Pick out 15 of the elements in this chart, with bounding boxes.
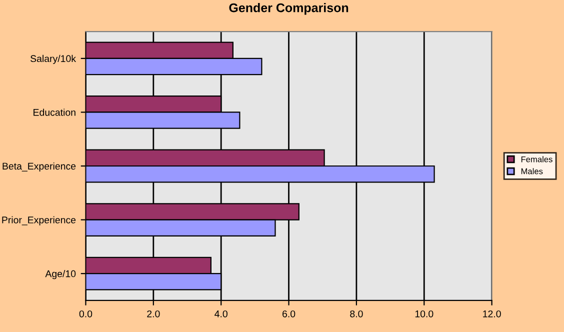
y-tick-label: Education <box>34 108 76 116</box>
y-tick-label: Prior_Experience <box>2 216 76 226</box>
x-tick-label: 6.0 <box>282 310 296 318</box>
x-tick-label: 10.0 <box>415 310 434 318</box>
x-tick-label: 0.0 <box>79 310 92 318</box>
legend-label: Females <box>521 156 552 162</box>
y-tick-label: Age/10 <box>45 270 76 280</box>
x-tick-label: 8.0 <box>350 310 363 318</box>
x-tick-label: 12.0 <box>483 310 501 318</box>
x-tick-label: 2.0 <box>147 310 160 318</box>
chart-title: Gender Comparison <box>229 3 348 15</box>
legend-label: Males <box>521 168 543 174</box>
y-tick-label: Salary/10k <box>30 54 76 64</box>
x-tick-label: 4.0 <box>214 310 228 318</box>
y-tick-label: Beta_Experience <box>2 162 76 172</box>
